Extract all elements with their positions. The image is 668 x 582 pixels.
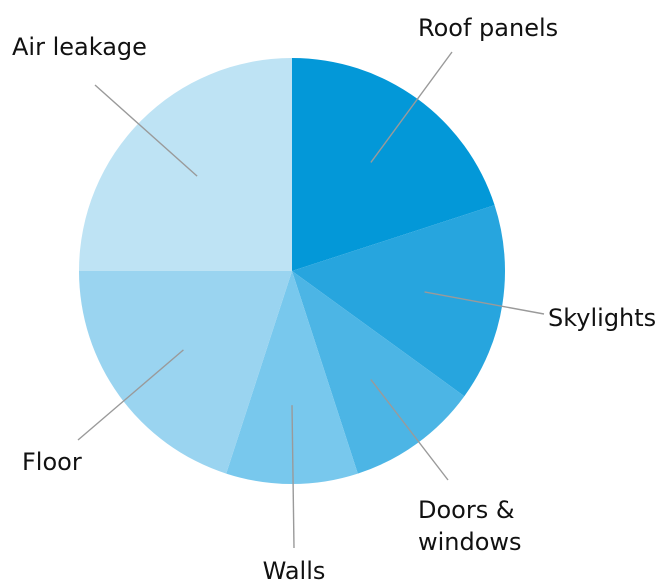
leader-line-doors-and-windows — [370, 379, 449, 481]
pie-label-line: Doors & — [418, 496, 515, 524]
pie-label-skylights: Skylights — [548, 304, 656, 332]
pie-slice-floor — [79, 271, 292, 474]
leader-line-air-leakage — [94, 84, 198, 177]
pie-slice-walls — [226, 271, 358, 485]
pie-label-roof-panels: Roof panels — [418, 14, 558, 42]
pie-label-line: Floor — [22, 448, 82, 476]
pie-label-line: Walls — [263, 557, 326, 582]
pie-label-line: Air leakage — [12, 33, 147, 61]
pie-label-doors-and-windows: Doors & windows — [418, 496, 522, 556]
leader-line-roof-panels — [370, 51, 453, 163]
pie-label-air-leakage: Air leakage — [12, 33, 147, 61]
pie-label-walls: Walls — [263, 557, 326, 582]
pie-slice-skylights — [292, 205, 506, 397]
pie-slice-doors-and-windows — [292, 271, 465, 474]
pie-labels: Roof panels Skylights Doors & windows Walls F… — [12, 14, 656, 582]
pie-label-floor: Floor — [22, 448, 82, 476]
pie-slice-air-leakage — [79, 58, 292, 271]
leader-line-floor — [77, 349, 184, 441]
pie-label-line: Roof panels — [418, 14, 558, 42]
pie-label-line: Skylights — [548, 304, 656, 332]
pie-leader-lines — [77, 51, 545, 549]
pie-label-line: windows — [418, 528, 522, 556]
pie-slice-roof-panels — [292, 58, 495, 271]
pie-slices — [79, 58, 506, 485]
leader-line-skylights — [424, 291, 545, 315]
leader-line-walls — [291, 405, 295, 549]
